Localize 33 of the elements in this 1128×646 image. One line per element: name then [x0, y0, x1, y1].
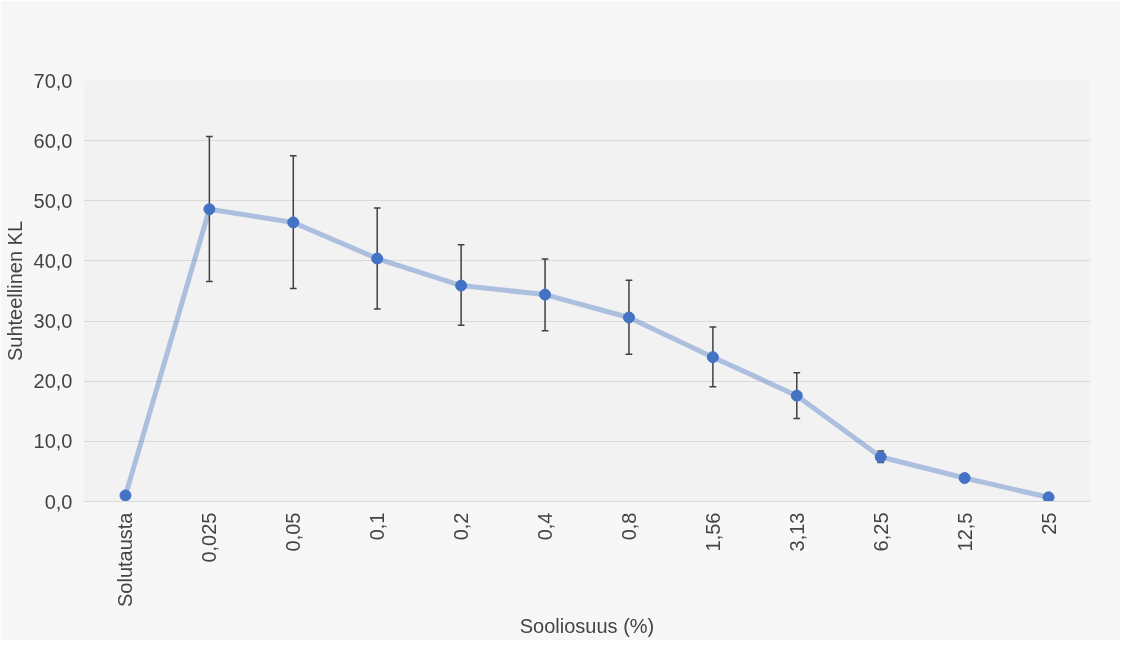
y-tick-label: 50,0 [33, 189, 73, 212]
y-axis-title: Suhteellinen KL [3, 220, 26, 362]
point [1042, 491, 1055, 502]
x-axis-title: Sooliosuus (%) [519, 615, 655, 638]
y-tick-label: 70,0 [33, 69, 73, 92]
x-tick-label: 0,05 [282, 512, 305, 552]
y-tick-label: 40,0 [33, 249, 73, 272]
point [706, 351, 719, 364]
x-tick-label: 0,4 [534, 512, 557, 541]
x-tick-label: 25 [1037, 512, 1060, 535]
point [958, 472, 971, 485]
y-tick-label: 60,0 [33, 129, 73, 152]
y-tick-label: 10,0 [33, 430, 73, 453]
x-tick-label: 0,025 [198, 512, 221, 563]
point [287, 216, 300, 229]
y-tick-label: 20,0 [33, 370, 73, 393]
y-tick-label: 30,0 [33, 310, 73, 333]
x-tick-label: 0,2 [450, 512, 473, 541]
point [622, 311, 635, 324]
x-tick-label: 12,5 [953, 512, 976, 552]
y-tick-label: 0,0 [44, 490, 73, 513]
x-tick-label: 6,25 [869, 512, 892, 552]
x-tick-label: 0,1 [366, 512, 389, 541]
point [790, 389, 803, 402]
point [455, 279, 468, 292]
x-tick-label: 0,8 [617, 512, 640, 541]
x-tick-label: 1,56 [701, 512, 724, 552]
x-tick-label: Solutausta [114, 511, 137, 608]
x-tick-label: 3,13 [785, 512, 808, 552]
point [119, 489, 132, 502]
point [371, 252, 384, 265]
point [203, 203, 216, 216]
point [539, 288, 552, 301]
